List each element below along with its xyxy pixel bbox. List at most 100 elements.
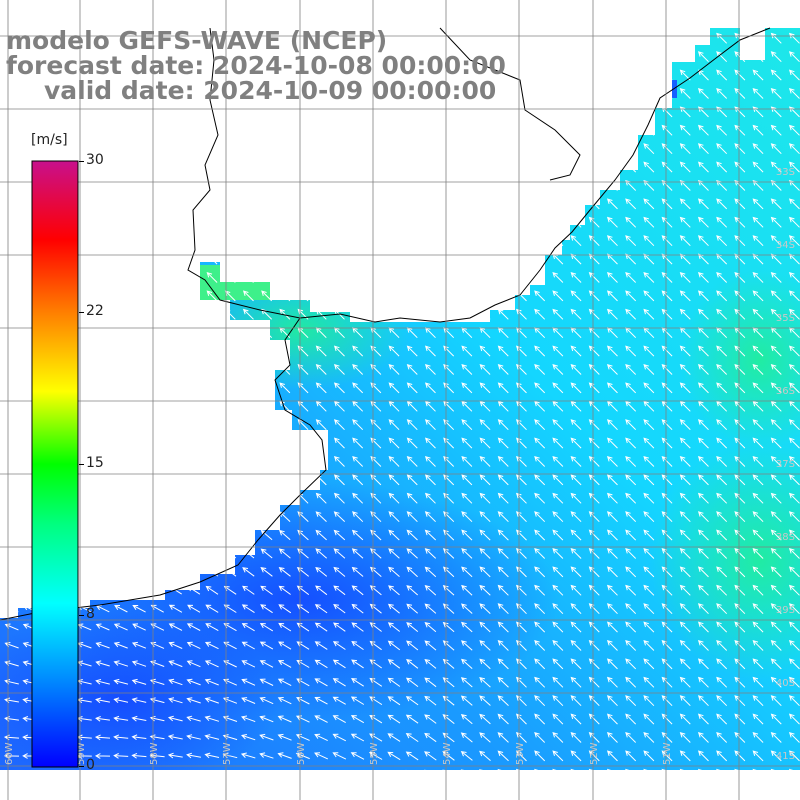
wind-arrow	[479, 419, 491, 431]
wind-arrow	[443, 363, 455, 375]
wind-arrow	[679, 768, 691, 770]
wind-arrow	[315, 548, 328, 559]
wind-arrow	[716, 584, 728, 596]
wind-arrow	[788, 308, 800, 320]
wind-arrow	[479, 750, 491, 761]
wind-arrow	[167, 715, 183, 722]
wind-arrow	[534, 566, 546, 578]
wind-arrow	[734, 713, 746, 725]
wind-arrow	[333, 419, 345, 431]
wind-arrow	[661, 584, 673, 596]
wind-arrow	[314, 659, 328, 669]
wind-arrow	[570, 713, 582, 725]
wind-arrow	[716, 198, 728, 210]
wind-arrow	[734, 400, 746, 412]
wind-arrow	[716, 271, 728, 283]
wind-arrow	[296, 641, 310, 650]
wind-arrow	[734, 271, 746, 283]
wind-arrow	[515, 492, 527, 504]
wind-arrow	[552, 308, 564, 320]
wind-arrow	[204, 734, 220, 740]
wind-arrow	[497, 566, 509, 578]
wind-arrow	[131, 734, 147, 741]
wind-arrow	[734, 198, 746, 210]
wind-arrow	[406, 492, 418, 504]
wind-arrow	[570, 290, 582, 302]
wind-arrow	[552, 695, 564, 707]
wind-arrow	[406, 529, 418, 541]
wind-arrow	[186, 660, 201, 668]
wind-arrow	[770, 529, 782, 541]
wind-arrow	[679, 363, 691, 375]
wind-arrow	[679, 511, 691, 523]
wind-arrow	[770, 492, 782, 504]
wind-arrow	[315, 363, 327, 375]
wind-arrow	[770, 455, 782, 467]
wind-arrow	[679, 161, 691, 173]
wind-arrow	[625, 566, 637, 578]
wind-arrow	[461, 437, 473, 449]
wind-arrow	[388, 548, 400, 559]
wind-arrow	[332, 678, 346, 687]
wind-arrow	[625, 345, 637, 357]
wind-arrow	[734, 566, 746, 578]
wind-arrow	[697, 547, 709, 559]
latitude-label: 35S	[776, 313, 795, 324]
wind-arrow	[679, 455, 691, 467]
wind-arrow	[461, 455, 473, 467]
wind-arrow	[515, 621, 527, 633]
wind-arrow	[770, 51, 782, 63]
latitude-label: 41S	[776, 751, 795, 762]
wind-arrow	[351, 659, 364, 669]
wind-arrow	[643, 161, 655, 173]
wind-arrow	[606, 345, 618, 357]
colorbar-tickmark	[79, 312, 84, 313]
wind-arrow	[497, 382, 509, 394]
wind-arrow	[570, 639, 582, 651]
wind-arrow	[734, 511, 746, 523]
wind-arrow	[205, 604, 219, 613]
wind-arrow	[534, 529, 546, 541]
wind-arrow	[424, 622, 437, 633]
wind-arrow	[606, 603, 618, 615]
wind-arrow	[461, 382, 473, 394]
wind-arrow	[352, 437, 364, 449]
wind-arrow	[643, 676, 655, 688]
wind-arrow	[606, 400, 618, 412]
wind-arrow	[770, 750, 782, 762]
wind-arrow	[697, 750, 709, 762]
longitude-label: 53W	[515, 742, 526, 765]
wind-arrow	[770, 382, 782, 394]
wind-arrow	[168, 623, 183, 631]
wind-arrow	[625, 235, 637, 247]
wind-arrow	[625, 455, 637, 467]
wind-arrow	[460, 750, 473, 761]
wind-arrow	[643, 768, 655, 770]
wind-arrow	[643, 345, 655, 357]
wind-arrow	[351, 585, 364, 596]
wind-arrow	[788, 676, 800, 688]
wind-arrow	[679, 566, 691, 578]
wind-arrow	[552, 474, 564, 486]
wind-arrow	[770, 768, 782, 770]
wind-arrow	[424, 695, 437, 706]
wind-arrow	[497, 400, 509, 412]
wind-arrow	[552, 584, 564, 596]
wind-arrow	[333, 511, 346, 522]
wind-arrow	[534, 382, 546, 394]
wind-arrow	[515, 731, 527, 743]
wind-arrow	[479, 455, 491, 467]
wind-arrow	[788, 474, 800, 486]
wind-arrow	[204, 678, 219, 686]
wind-arrow	[497, 363, 509, 375]
wind-arrow	[606, 308, 618, 320]
wind-arrow	[606, 492, 618, 504]
wind-arrow	[242, 585, 255, 595]
wind-arrow	[388, 566, 400, 577]
wind-arrow	[333, 437, 345, 449]
wind-arrow	[534, 768, 546, 770]
wind-arrow	[406, 437, 418, 449]
longitude-label: 60W	[4, 742, 15, 765]
wind-arrow	[606, 639, 618, 651]
wind-arrow	[625, 216, 637, 228]
